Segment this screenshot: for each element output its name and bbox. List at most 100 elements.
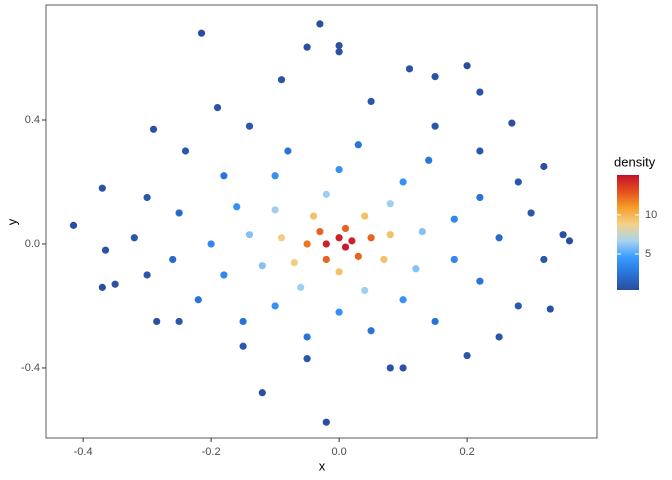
- point: [245, 231, 254, 239]
- x-tick-label: -0.4: [74, 446, 93, 458]
- point: [425, 156, 433, 164]
- y-tick-label: 0.0: [25, 238, 40, 250]
- point: [540, 255, 548, 264]
- point: [111, 280, 119, 288]
- point: [98, 184, 106, 192]
- point: [322, 418, 330, 426]
- point: [527, 209, 535, 217]
- x-tick-label: -0.2: [202, 446, 221, 458]
- point: [322, 255, 330, 264]
- point: [220, 271, 228, 279]
- point: [335, 268, 343, 276]
- point: [169, 255, 177, 264]
- point: [514, 178, 522, 186]
- point: [322, 190, 330, 198]
- point: [316, 20, 324, 28]
- point: [303, 240, 311, 248]
- point: [508, 119, 516, 127]
- point: [367, 97, 375, 105]
- point: [565, 237, 574, 245]
- point: [101, 246, 110, 254]
- point: [335, 234, 343, 242]
- point: [309, 212, 318, 220]
- point: [463, 62, 471, 70]
- point: [284, 147, 292, 155]
- point: [297, 283, 305, 291]
- point: [546, 305, 554, 313]
- x-axis-title: x: [319, 458, 326, 473]
- point: [303, 355, 311, 363]
- point: [181, 147, 190, 155]
- point: [495, 333, 503, 341]
- legend-title: density: [614, 154, 656, 169]
- point: [354, 141, 362, 149]
- point: [540, 162, 548, 171]
- point: [341, 224, 350, 233]
- point: [367, 234, 375, 242]
- point: [335, 42, 343, 50]
- point: [354, 252, 362, 260]
- point: [348, 237, 356, 245]
- point: [431, 72, 439, 81]
- point: [476, 277, 484, 285]
- point: [303, 43, 311, 51]
- point: [361, 212, 369, 220]
- point: [514, 302, 522, 310]
- x-tick-label: 0.2: [459, 446, 474, 458]
- point: [431, 122, 439, 130]
- point: [271, 302, 279, 310]
- point: [399, 364, 407, 372]
- point: [233, 203, 241, 211]
- point: [476, 147, 484, 155]
- point: [175, 209, 183, 217]
- point: [194, 296, 202, 304]
- point: [405, 65, 414, 73]
- point: [277, 76, 286, 84]
- point: [130, 234, 138, 242]
- point: [143, 271, 151, 279]
- panel: [45, 4, 598, 439]
- point: [431, 317, 439, 326]
- point: [69, 221, 78, 229]
- point: [197, 29, 206, 37]
- point: [143, 193, 151, 202]
- point: [418, 227, 426, 236]
- point: [386, 364, 394, 372]
- point: [361, 286, 369, 295]
- point: [271, 206, 279, 214]
- point: [341, 243, 350, 251]
- colorbar-label: 10: [645, 209, 657, 221]
- point: [335, 48, 343, 56]
- point: [316, 227, 324, 236]
- point: [476, 88, 484, 96]
- point: [271, 172, 279, 180]
- point: [239, 317, 247, 326]
- x-tick-label: 0.0: [331, 446, 346, 458]
- point: [220, 172, 228, 180]
- point: [322, 240, 330, 248]
- point: [450, 215, 458, 223]
- point: [495, 234, 503, 242]
- point: [399, 178, 407, 186]
- point: [149, 125, 158, 133]
- point: [98, 283, 106, 291]
- point: [367, 327, 375, 335]
- point: [463, 351, 471, 360]
- point: [380, 255, 388, 264]
- point: [335, 165, 343, 174]
- point: [559, 231, 567, 239]
- point: [290, 258, 298, 267]
- colorbar-label: 5: [645, 248, 651, 260]
- point: [258, 262, 266, 270]
- point: [153, 317, 161, 326]
- point: [303, 333, 311, 341]
- point: [245, 122, 254, 130]
- y-axis-title: y: [4, 218, 19, 225]
- point: [335, 308, 343, 316]
- point: [399, 296, 407, 304]
- point: [277, 234, 286, 242]
- point: [386, 200, 394, 208]
- point: [412, 265, 420, 273]
